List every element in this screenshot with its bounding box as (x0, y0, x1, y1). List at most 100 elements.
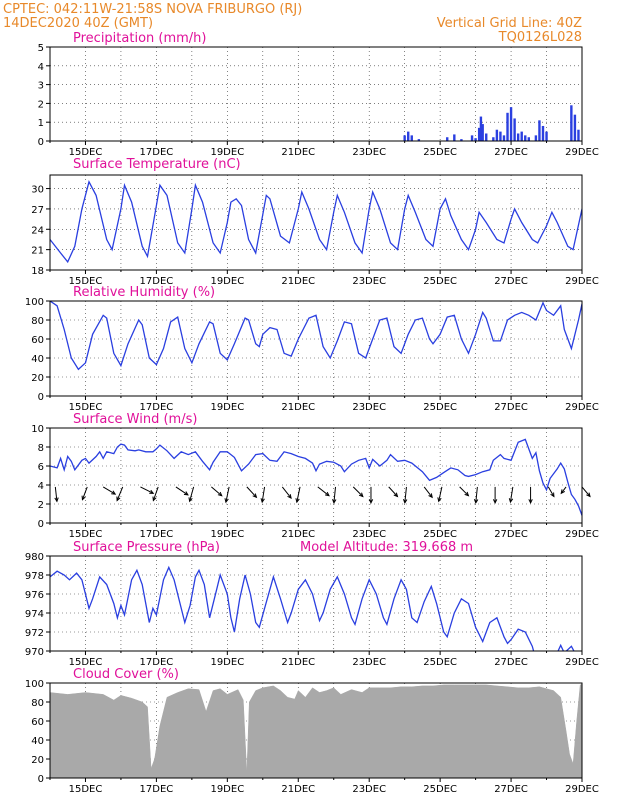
wind-arrow (189, 486, 195, 502)
precipitation-mm-h-bar (485, 133, 488, 141)
wind-arrow-head (252, 493, 258, 499)
precipitation-mm-h-bar (453, 134, 456, 141)
precipitation-mm-h-bar (545, 131, 548, 141)
relative-humidity-xtick-label: 15DEC (69, 402, 103, 413)
wind-arrow (175, 486, 189, 496)
surface-wind-m-s-frame (49, 427, 583, 524)
wind-arrow (225, 486, 230, 503)
wind-arrow-head (528, 499, 533, 505)
wind-arrow (560, 486, 567, 494)
relative-humidity-ytick-label: 80 (31, 316, 44, 327)
wind-arrow (547, 486, 555, 497)
precipitation-mm-h-bar (570, 105, 573, 141)
cloud-cover-ytick-label: 0 (38, 774, 44, 785)
relative-humidity-ytick-label: 0 (38, 392, 44, 403)
surface-temperature-nc-xtick-label: 23DEC (352, 276, 386, 287)
cloud-cover-title: Cloud Cover (%) (73, 667, 179, 682)
precipitation-mm-h-bar (410, 135, 413, 141)
chart-panels: Precipitation (mm/h) 0 1 2 3 4 5 15DEC 17DEC 19DE… (25, 31, 599, 795)
surface-pressure-hpa-frame (49, 555, 583, 652)
surface-pressure-hpa-xtick-label: 19DEC (210, 657, 244, 668)
precipitation-mm-h-ytick-label: 0 (38, 137, 44, 148)
surface-pressure-hpa-panel: Surface Pressure (hPa) Model Altitude: 31… (25, 540, 599, 668)
wind-arrow-head (586, 492, 591, 498)
surface-pressure-hpa-xtick-label: 25DEC (423, 657, 457, 668)
surface-temperature-nc-xtick-label: 15DEC (69, 276, 103, 287)
precipitation-mm-h-ytick-label: 4 (38, 62, 44, 73)
wind-arrow (281, 486, 292, 499)
precipitation-mm-h-title: Precipitation (mm/h) (73, 31, 206, 46)
surface-temperature-nc-xtick-label: 21DEC (281, 276, 315, 287)
wind-arrow (140, 486, 154, 494)
precipitation-mm-h-bar (524, 135, 527, 141)
wind-arrow-head (550, 492, 555, 498)
precipitation-mm-h-bar (520, 131, 523, 141)
cloud-cover-xtick-label: 29DEC (565, 784, 599, 795)
precipitation-mm-h-bar (477, 127, 481, 141)
surface-wind-m-s-xtick-label: 27DEC (494, 529, 528, 540)
surface-pressure-hpa-xtick-label: 21DEC (281, 657, 315, 668)
header-run-time: 14DEC2020 40Z (GMT) (3, 16, 153, 31)
surface-pressure-hpa-xtick-label: 15DEC (69, 657, 103, 668)
wind-arrow (404, 486, 407, 503)
precipitation-mm-h-xtick-label: 19DEC (210, 147, 244, 158)
surface-wind-m-s-xtick-label: 29DEC (565, 529, 599, 540)
wind-arrow-head (358, 492, 364, 498)
precipitation-mm-h-bar (509, 107, 513, 141)
wind-arrow (438, 486, 443, 502)
wind-arrow (81, 486, 88, 500)
relative-humidity-ytick-label: 40 (31, 354, 44, 365)
surface-temperature-nc-ytick-label: 21 (31, 246, 44, 257)
surface-wind-m-s-xtick-label: 19DEC (210, 529, 244, 540)
cloud-cover-frame (49, 682, 583, 779)
wind-arrow (54, 486, 58, 502)
wind-arrow (333, 486, 337, 503)
wind-arrow-head (188, 497, 193, 503)
surface-wind-m-s-ytick-label: 4 (38, 481, 44, 492)
wind-arrow-head (81, 495, 86, 501)
cloud-cover-ytick-label: 40 (31, 736, 44, 747)
wind-arrow (459, 486, 469, 497)
surface-pressure-hpa-line (50, 565, 575, 651)
wind-arrow (581, 486, 591, 497)
wind-arrow-head (437, 497, 442, 503)
wind-arrow (509, 486, 514, 503)
precipitation-mm-h-bar (407, 131, 410, 141)
surface-temperature-nc-ytick-label: 27 (31, 205, 44, 216)
wind-arrow (261, 486, 266, 503)
wind-arrow-head (217, 491, 223, 497)
relative-humidity-xtick-label: 23DEC (352, 402, 386, 413)
surface-wind-m-s-title: Surface Wind (m/s) (73, 412, 197, 427)
wind-arrow-head (560, 489, 566, 495)
surface-wind-m-s-xtick-label: 23DEC (352, 529, 386, 540)
relative-humidity-ytick-label: 100 (25, 297, 44, 308)
wind-arrow-head (402, 498, 408, 505)
surface-temperature-nc-line (50, 180, 582, 264)
precipitation-mm-h-xtick-label: 23DEC (352, 147, 386, 158)
precipitation-mm-h-bar (474, 138, 477, 141)
precipitation-mm-h-bar (538, 120, 541, 141)
surface-temperature-nc-xtick-label: 17DEC (140, 276, 174, 287)
cloud-cover-ytick-label: 60 (31, 717, 44, 728)
precipitation-mm-h-bar (527, 137, 530, 141)
precipitation-mm-h-bar (481, 124, 484, 141)
precipitation-mm-h-bar (479, 116, 483, 141)
precipitation-mm-h-ytick-label: 3 (38, 81, 44, 92)
header-location: CPTEC: 042:11W-21:58S NOVA FRIBURGO (RJ) (3, 2, 302, 17)
precipitation-mm-h-xtick-label: 17DEC (140, 147, 174, 158)
surface-pressure-hpa-ytick-label: 976 (25, 590, 44, 601)
wind-arrow-head (295, 498, 300, 504)
wind-arrow-head (332, 498, 337, 505)
relative-humidity-xtick-label: 25DEC (423, 402, 457, 413)
precipitation-mm-h-xtick-label: 21DEC (281, 147, 315, 158)
surface-temperature-nc-xtick-label: 29DEC (565, 276, 599, 287)
precipitation-mm-h-bar (470, 135, 474, 141)
precipitation-mm-h-bar (516, 133, 520, 141)
relative-humidity-ytick-label: 60 (31, 335, 44, 346)
cloud-cover-xtick-label: 21DEC (281, 784, 315, 795)
cloud-cover-xtick-label: 17DEC (140, 784, 174, 795)
cloud-cover-area (49, 683, 583, 779)
surface-pressure-hpa-xtick-label: 17DEC (140, 657, 174, 668)
relative-humidity-xtick-label: 27DEC (494, 402, 528, 413)
